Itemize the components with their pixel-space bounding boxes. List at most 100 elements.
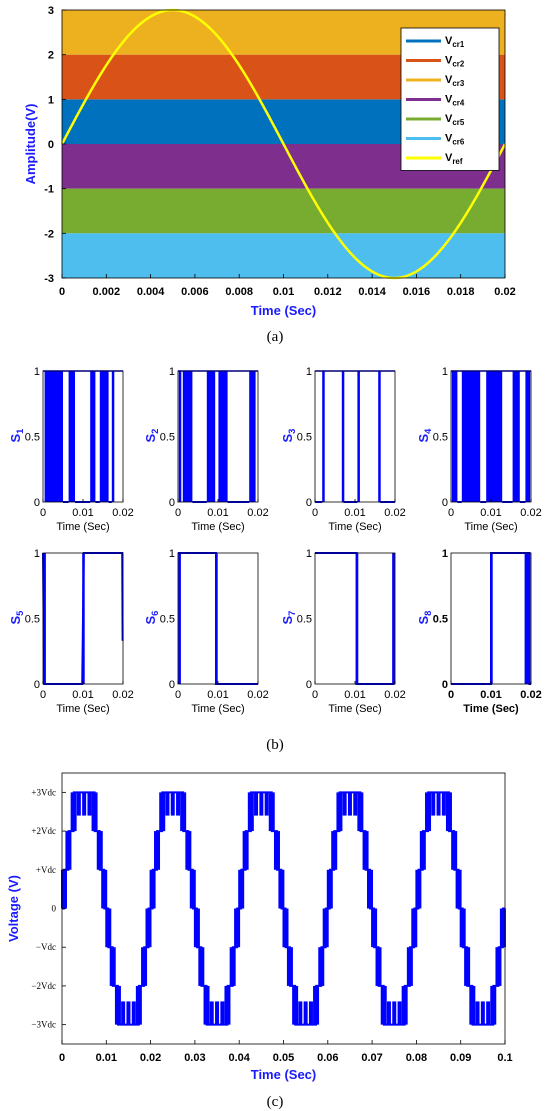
legend-label-vref-main: V bbox=[445, 152, 453, 164]
switch-axes-box bbox=[314, 552, 396, 685]
legend-label-vcr4-main: V bbox=[445, 94, 453, 106]
switching-transition-block bbox=[499, 908, 506, 948]
legend-label-vcr1-sub: cr1 bbox=[452, 40, 464, 49]
panel-c-xtick-label: 0.03 bbox=[184, 1052, 205, 1064]
switch-xtick-label: 0 bbox=[175, 689, 181, 701]
switch-label-s6-main: S bbox=[143, 616, 158, 625]
panel-c-y-axis-label: Voltage (V) bbox=[6, 875, 21, 942]
switch-xtick-label: 0.01 bbox=[72, 689, 93, 701]
switch-label-s4-main: S bbox=[416, 434, 431, 443]
carrier-band-vcr6 bbox=[62, 233, 505, 278]
switching-transition-block bbox=[292, 985, 299, 1025]
switching-transition-block bbox=[459, 908, 466, 948]
pwm-block bbox=[43, 553, 46, 684]
switch-ytick-label: 1 bbox=[442, 548, 448, 560]
switch-ytick-label: 0 bbox=[169, 497, 175, 509]
switching-transition-block bbox=[135, 985, 142, 1025]
switch-label-s1: S1 bbox=[8, 429, 25, 443]
switching-transition-block bbox=[362, 831, 369, 870]
pwm-block bbox=[68, 371, 75, 502]
switch-ytick-label: 0.5 bbox=[160, 432, 175, 444]
switching-transition-block bbox=[366, 869, 373, 909]
switching-transition-block bbox=[145, 908, 152, 948]
switching-transition-block bbox=[401, 985, 408, 1025]
peak-chatter-block bbox=[131, 1001, 136, 1025]
legend-label-vcr2-main: V bbox=[445, 55, 453, 67]
switch-xtick-label: 0.02 bbox=[520, 689, 541, 701]
switch-xtick-label: 0 bbox=[40, 689, 46, 701]
switch-x-axis-label: Time (Sec) bbox=[56, 703, 109, 715]
peak-chatter-block bbox=[298, 1001, 303, 1025]
switch-xtick-label: 0 bbox=[448, 507, 454, 519]
switch-xtick-label: 0.02 bbox=[112, 507, 133, 519]
switching-transition-block bbox=[96, 831, 103, 870]
switching-transition-block bbox=[313, 985, 320, 1025]
switch-ytick-label: 1 bbox=[306, 366, 312, 378]
legend-label-vcr1: Vcr1 bbox=[445, 35, 465, 49]
switch-level-line bbox=[451, 552, 531, 685]
pwm-block bbox=[249, 371, 256, 502]
switching-transition-block bbox=[273, 831, 280, 870]
panel-c-xtick-label: 0.05 bbox=[273, 1052, 294, 1064]
switching-transition-block bbox=[180, 792, 187, 832]
switch-ytick-label: 1 bbox=[34, 366, 40, 378]
peak-chatter-block bbox=[303, 1001, 308, 1025]
peak-chatter-block bbox=[215, 1001, 220, 1025]
reference-sine-line bbox=[60, 8, 507, 280]
panel-c-xtick-label: 0.04 bbox=[228, 1052, 250, 1064]
panel-a-xtick-label: 0.004 bbox=[137, 286, 165, 298]
switching-transition-block bbox=[451, 831, 458, 870]
panel-a-xtick-label: 0.014 bbox=[358, 286, 386, 298]
switching-transition-block bbox=[114, 985, 121, 1025]
legend-label-vcr4: Vcr4 bbox=[445, 94, 465, 108]
switch-level-line bbox=[315, 552, 395, 685]
panel-c-ytick-label: +Vdc bbox=[36, 865, 56, 875]
switch-axes-box bbox=[314, 370, 396, 503]
switching-transition-block bbox=[238, 869, 245, 909]
switch-x-axis-label: Time (Sec) bbox=[56, 521, 109, 533]
switching-transition-block bbox=[282, 908, 289, 948]
switch-label-s1-sub: 1 bbox=[15, 429, 25, 434]
switching-transition-block bbox=[331, 831, 338, 870]
switch-axes-box bbox=[177, 552, 259, 685]
switching-transition-block bbox=[203, 985, 210, 1025]
legend-label-vref: Vref bbox=[445, 152, 463, 166]
panel-c-xtick-label: 0.07 bbox=[361, 1052, 382, 1064]
panel-c-caption: (c) bbox=[267, 1094, 284, 1110]
switch-xtick-label: 0.01 bbox=[344, 507, 365, 519]
switching-transition-block bbox=[229, 947, 236, 986]
switch-ytick-label: 0 bbox=[442, 497, 448, 509]
panel-a-ytick-label: 2 bbox=[48, 50, 54, 62]
switch-ytick-label: 1 bbox=[169, 366, 175, 378]
panel-a-xtick-label: 0.002 bbox=[93, 286, 121, 298]
switch-ytick-label: 0 bbox=[306, 497, 312, 509]
pwm-block bbox=[206, 371, 216, 502]
legend-label-vcr5: Vcr5 bbox=[445, 113, 465, 127]
switch-ytick-label: 0.5 bbox=[297, 432, 312, 444]
switch-level-line bbox=[42, 552, 124, 685]
peak-chatter-block bbox=[431, 792, 436, 816]
switching-transition-block bbox=[406, 947, 413, 986]
switching-transition-block bbox=[109, 947, 116, 986]
switching-transition-block bbox=[65, 831, 72, 870]
switching-transition-block bbox=[411, 908, 418, 948]
pwm-block bbox=[99, 371, 109, 502]
switch-ytick-label: 0 bbox=[442, 679, 448, 691]
switch-ytick-label: 1 bbox=[34, 548, 40, 560]
switch-ytick-label: 0 bbox=[169, 679, 175, 691]
legend-label-vcr4-sub: cr4 bbox=[452, 99, 464, 108]
switch-label-s6-sub: 6 bbox=[150, 611, 160, 616]
switch-label-s8-sub: 8 bbox=[423, 611, 433, 616]
peak-chatter-block bbox=[87, 792, 92, 816]
switching-transition-block bbox=[415, 869, 422, 909]
panel-c-xtick-label: 0.01 bbox=[96, 1052, 117, 1064]
panel-a-caption: (a) bbox=[267, 329, 284, 345]
legend-label-vcr6-sub: cr6 bbox=[452, 138, 464, 147]
legend-label-vcr6: Vcr6 bbox=[445, 133, 465, 147]
switch-xtick-label: 0 bbox=[312, 689, 318, 701]
panel-c-ytick-label: −Vdc bbox=[36, 942, 56, 952]
